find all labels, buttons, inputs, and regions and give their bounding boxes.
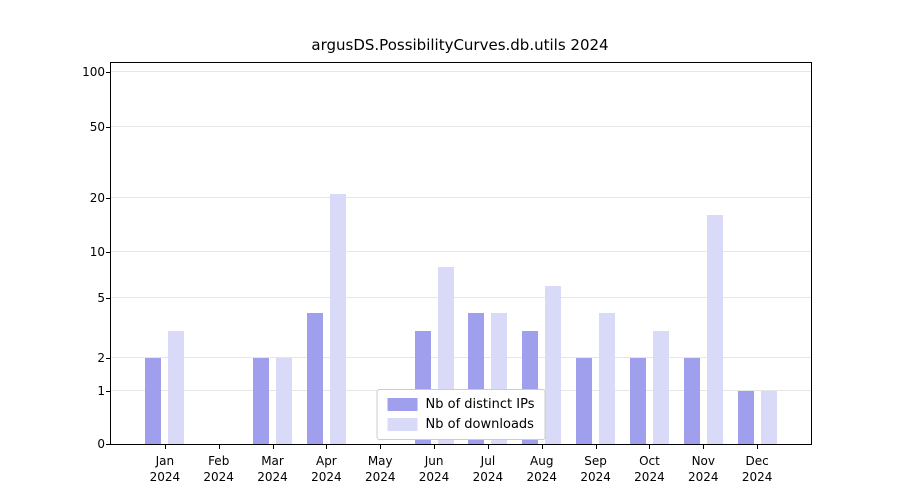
bar-downloads [706,215,723,444]
gridline [111,126,811,127]
y-tick-label: 100 [82,65,105,79]
legend-swatch-downloads [387,418,418,431]
plot-area: 0 1 2 5 10 20 50 100 Jan 2024 Feb 2024 Mar 2024 Apr 202… [82,62,812,484]
y-tick-label: 50 [89,120,105,134]
x-tick-label: Feb 2024 [203,454,234,485]
y-tick-mark [106,72,111,73]
y-tick-label: 1 [97,384,105,398]
bar-downloads [329,194,346,444]
x-tick-mark [703,444,705,449]
gridline [111,357,811,358]
x-tick-mark [434,444,436,449]
gridline [111,197,811,198]
x-tick-label: Jul 2024 [472,454,504,485]
y-tick-mark [106,198,111,199]
x-tick-label: Nov 2024 [688,454,719,485]
y-tick-label: 10 [89,245,105,259]
x-tick-mark [595,444,597,449]
y-tick-mark [106,358,111,359]
y-tick-mark [106,391,111,392]
y-tick-mark [106,444,111,445]
bar-distinct-ips [253,358,270,444]
bar-distinct-ips [576,358,593,444]
gridline [111,251,811,252]
x-tick-mark [272,444,274,449]
bar-downloads [276,358,293,444]
x-tick-mark [487,444,489,449]
x-tick-mark [164,444,166,449]
bar-downloads [652,331,669,444]
x-tick-mark [757,444,759,449]
y-tick-label: 0 [97,437,105,451]
x-tick-label: May 2024 [364,454,396,485]
bar-distinct-ips [145,358,162,444]
bar-downloads [545,285,562,444]
legend-label-distinct-ips: Nb of distinct IPs [425,397,535,412]
y-tick-label: 5 [97,291,105,305]
bar-distinct-ips [629,358,646,444]
bar-downloads [760,391,777,444]
legend-item-downloads: Nb of downloads [387,417,535,432]
bar-downloads [599,312,616,444]
x-tick-label: Sep 2024 [580,454,611,485]
x-tick-label: Apr 2024 [311,454,342,485]
x-tick-mark [326,444,328,449]
x-tick-mark [218,444,220,449]
legend: Nb of distinct IPs Nb of downloads [376,389,546,440]
legend-label-downloads: Nb of downloads [425,417,534,432]
x-tick-label: Jun 2024 [418,454,450,485]
x-tick-label: Aug 2024 [526,454,558,485]
y-tick-mark [106,298,111,299]
chart-title: argusDS.PossibilityCurves.db.utils 2024 [311,36,609,54]
x-tick-mark [380,444,382,449]
bar-distinct-ips [306,312,323,444]
gridline [111,71,811,72]
y-tick-mark [106,252,111,253]
y-tick-label: 2 [97,351,105,365]
x-tick-label: Oct 2024 [634,454,665,485]
x-tick-label: Mar 2024 [257,454,288,485]
legend-swatch-distinct-ips [387,398,418,411]
x-tick-mark [541,444,543,449]
bar-distinct-ips [683,358,700,444]
x-tick-label: Jan 2024 [149,454,181,485]
gridline [111,297,811,298]
x-tick-label: Dec 2024 [741,454,773,485]
x-tick-mark [649,444,651,449]
y-tick-mark [106,127,111,128]
bar-downloads [168,331,185,444]
legend-item-distinct-ips: Nb of distinct IPs [387,397,535,412]
bar-distinct-ips [737,391,754,444]
y-tick-label: 20 [89,191,105,205]
